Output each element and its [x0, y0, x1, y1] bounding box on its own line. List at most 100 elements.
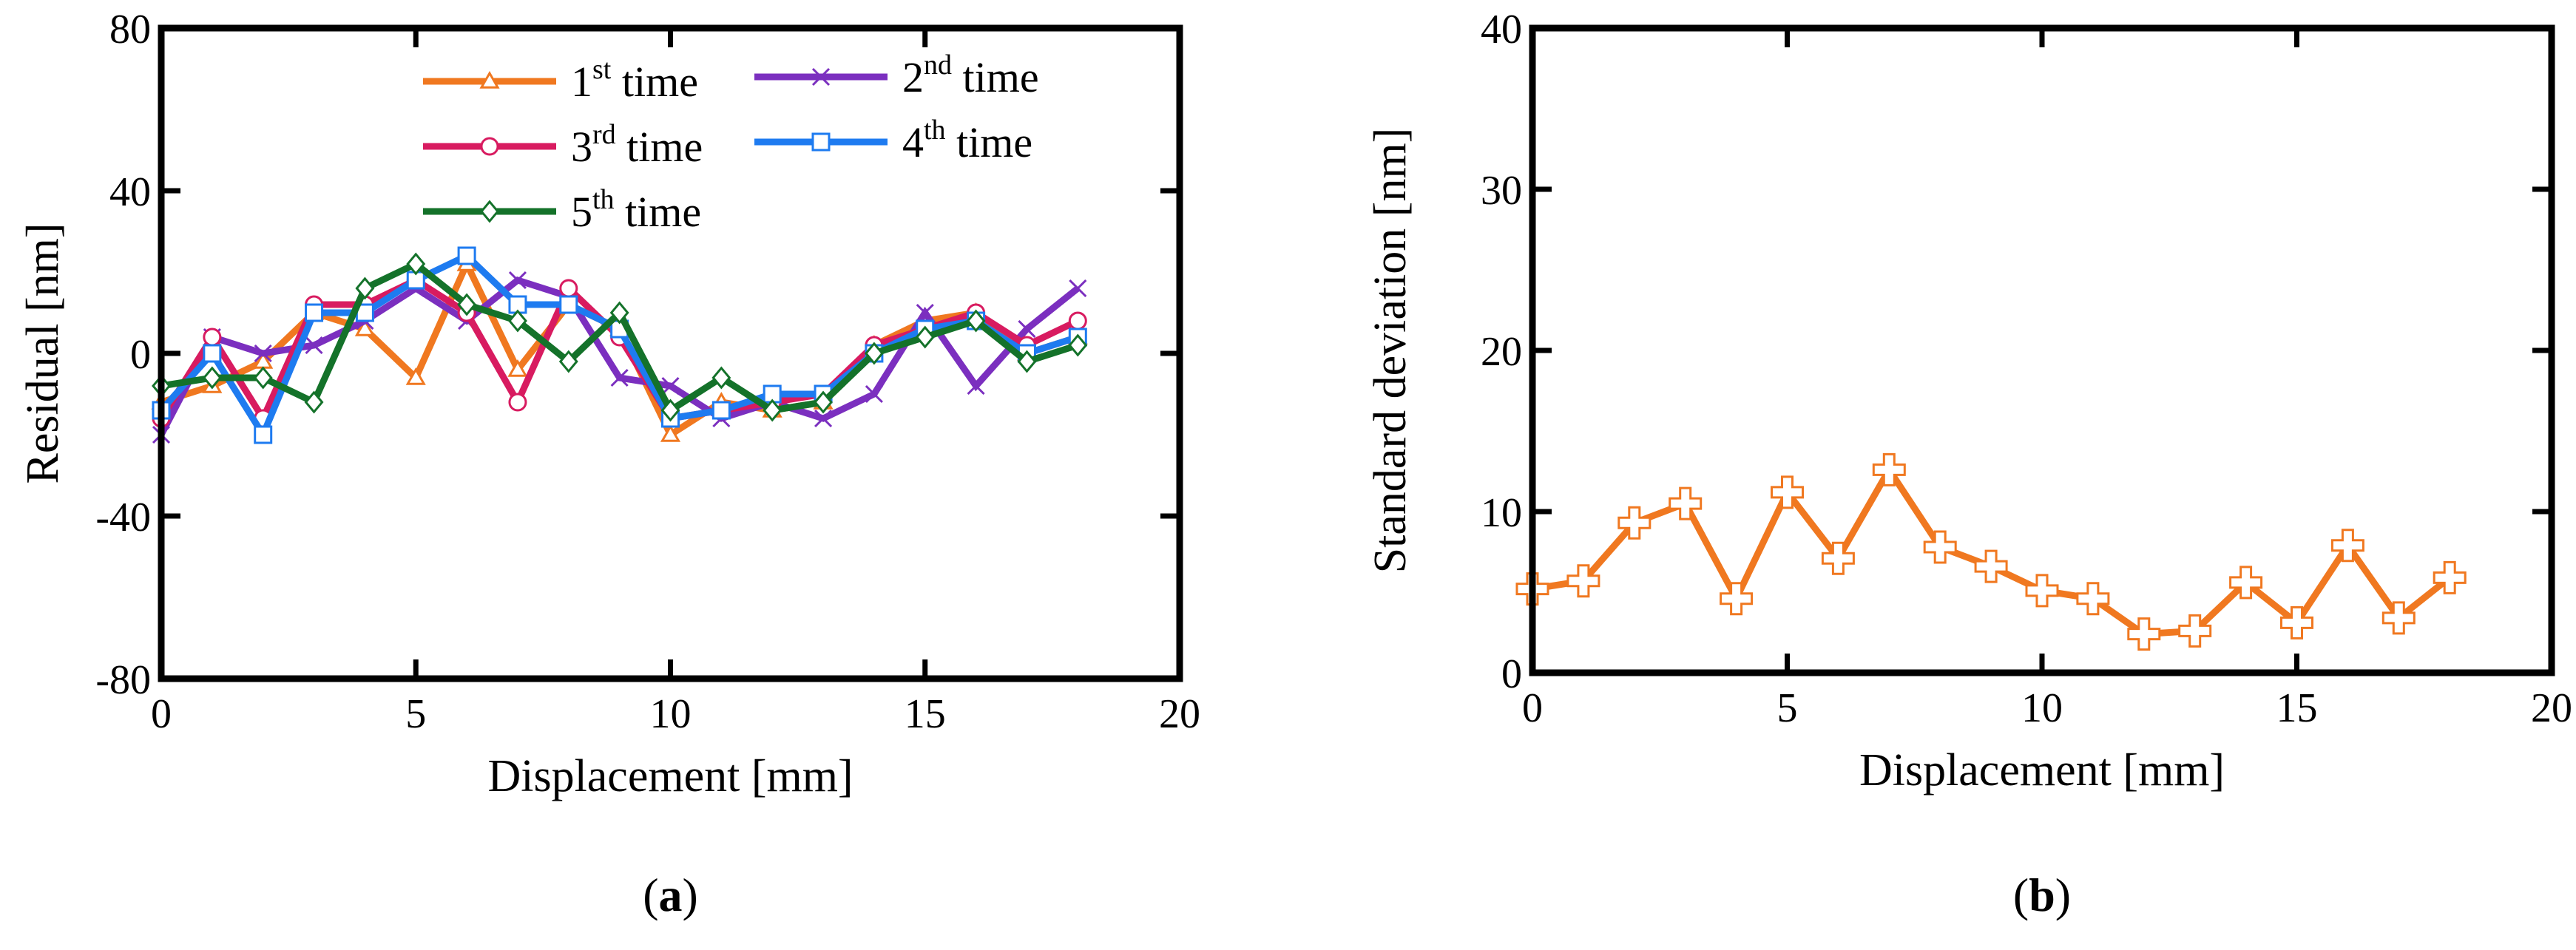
panel-label-close-paren: ): [2055, 869, 2071, 921]
data-point-2-4: [305, 336, 323, 355]
series-5: [152, 252, 1088, 422]
data-point-4-4: [305, 303, 324, 322]
legend-label-superscript: th: [924, 115, 946, 146]
y-tick-label-4: 40: [109, 169, 151, 215]
legend-swatch-marker-5: [480, 200, 499, 223]
panel-label: (b): [2013, 869, 2071, 921]
y-tick-label-3: 0: [130, 332, 151, 378]
legend-entry-3: 3rd time: [423, 119, 703, 171]
data-point-2-19: [1069, 279, 1087, 298]
data-point-1-5: [354, 318, 375, 336]
legend-label-number: 1: [571, 58, 592, 106]
data-point-2-16-stroke-2: [916, 303, 934, 322]
data-point-2-17: [967, 376, 985, 396]
data-point-2-18-stroke-2: [1018, 319, 1036, 339]
data-point-2-4-stroke-2: [305, 336, 323, 355]
data-point-1-12: [2076, 582, 2110, 616]
x-axis-label: Displacement [mm]: [487, 751, 853, 801]
data-point-1-16: [2280, 605, 2313, 639]
data-point-1-2: [1566, 564, 1600, 598]
y-axis-label: Standard deviation [nm]: [1365, 128, 1416, 574]
y-tick-label-1: -80: [95, 657, 151, 703]
legend-label-suffix: time: [952, 53, 1039, 101]
legend-entry-2: 2nd time: [754, 50, 1039, 101]
y-tick-label-3: 20: [1481, 329, 1522, 375]
data-point-2-3: [254, 344, 272, 363]
x-tick-label-5: 20: [1159, 691, 1200, 737]
legend-entry-1: 1st time: [423, 54, 698, 106]
y-tick-label-5: 80: [109, 7, 151, 52]
legend-label-suffix: time: [946, 118, 1033, 166]
data-point-2-8: [508, 271, 527, 290]
data-point-1-8: [507, 359, 528, 377]
data-point-1-3: [1617, 506, 1652, 540]
data-point-5-15: [864, 342, 884, 365]
data-point-4-9: [559, 295, 578, 314]
legend-swatch-marker-2-stroke-2: [811, 67, 831, 86]
legend-label-number: 5: [571, 188, 592, 236]
data-point-2-15: [865, 384, 883, 404]
data-point-1-9: [1923, 530, 1957, 564]
y-axis-label: Residual [nm]: [18, 223, 68, 484]
legend-label-3: 3rd time: [571, 119, 703, 171]
legend-label-number: 3: [571, 123, 592, 171]
data-point-5-5: [355, 276, 375, 300]
panel-label-letter: a: [659, 869, 683, 921]
data-point-2-10: [610, 368, 629, 387]
data-point-1-7: [1821, 541, 1855, 575]
legend-label-1: 1st time: [571, 54, 698, 106]
y-tick-label-1: 0: [1501, 651, 1522, 697]
legend-label-suffix: time: [615, 188, 702, 236]
x-tick-label-4: 15: [905, 691, 946, 737]
data-point-5-16: [915, 325, 935, 349]
data-point-1-4: [1669, 486, 1703, 520]
series-3: [152, 271, 1087, 428]
legend-label-suffix: time: [616, 123, 703, 171]
panel-label-open-paren: (: [2013, 869, 2029, 921]
data-point-2-14: [814, 409, 833, 428]
series-1: [1515, 452, 2467, 651]
data-point-2-14-stroke-2: [814, 409, 833, 428]
data-point-1-10: [1974, 549, 2008, 583]
data-point-2-8-stroke-2: [508, 271, 527, 290]
data-point-4-2: [203, 344, 222, 363]
data-point-2-11-stroke-2: [661, 376, 680, 396]
data-point-4-3: [254, 425, 273, 444]
panel-label-open-paren: (: [643, 869, 658, 921]
data-point-1-18: [2381, 601, 2416, 635]
data-point-5-12: [711, 366, 731, 390]
legend-entry-5: 5th time: [423, 184, 701, 236]
data-point-5-19: [1068, 333, 1088, 357]
data-point-2-17-stroke-2: [967, 376, 985, 396]
legend-entry-4: 4th time: [754, 115, 1032, 166]
legend-label-superscript: th: [592, 184, 615, 215]
legend-label-number: 2: [902, 53, 924, 101]
data-point-2-10-stroke-2: [610, 368, 629, 387]
x-tick-label-3: 10: [2021, 685, 2063, 731]
x-axis-label: Displacement [mm]: [1859, 745, 2225, 795]
legend-label-4: 4th time: [902, 115, 1032, 166]
data-point-1-14: [2178, 614, 2212, 648]
x-tick-label-3: 10: [650, 691, 692, 737]
y-tick-label-2: -40: [95, 495, 151, 540]
data-point-5-11: [660, 398, 680, 422]
data-point-5-3: [253, 366, 273, 390]
data-point-1-13: [2127, 617, 2161, 651]
data-point-1-8: [1872, 452, 1906, 486]
data-point-5-2: [202, 366, 222, 390]
x-tick-label-1: 0: [151, 691, 172, 737]
data-point-5-17: [966, 309, 986, 333]
data-point-1-11: [2025, 574, 2059, 608]
y-tick-label-5: 40: [1481, 7, 1522, 52]
data-point-5-10: [609, 301, 629, 325]
panel-label-close-paren: ): [683, 869, 698, 921]
panel-b-standard-deviation-chart: 0 5 10 15 20 0 10 20 30 40 Displacement [mm] Standa…: [1365, 7, 2572, 921]
data-point-4-7: [457, 246, 476, 265]
x-tick-label-2: 5: [405, 691, 426, 737]
data-point-3-9: [559, 279, 578, 298]
data-point-5-7: [457, 293, 477, 316]
data-point-5-6: [406, 252, 426, 276]
